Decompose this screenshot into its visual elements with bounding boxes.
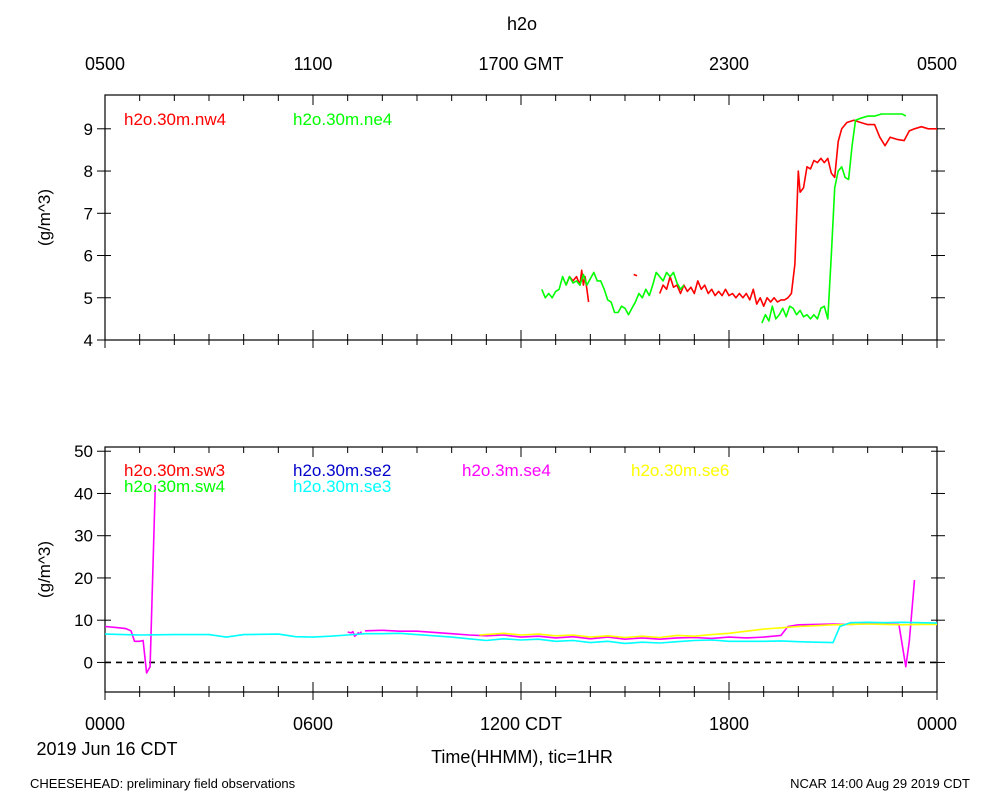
chart-title: h2o xyxy=(507,14,537,34)
legend-entry: h2o.30m.se3 xyxy=(293,477,391,496)
series-line-h2o-30m-nw4 xyxy=(658,119,937,307)
legend-entry: h2o.30m.ne4 xyxy=(293,110,392,129)
y-tick-label: 10 xyxy=(74,611,93,630)
y-tick-label: 20 xyxy=(74,569,93,588)
y-tick-label: 30 xyxy=(74,527,93,546)
plot-frame xyxy=(104,446,938,693)
bottom-x-tick-label: 1200 CDT xyxy=(480,714,562,734)
series-line-h2o-30m-nw4 xyxy=(565,269,590,303)
top-x-tick-label: 1700 GMT xyxy=(478,54,563,74)
legend-entry: h2o.30m.se2 xyxy=(293,461,391,480)
legend-entry: h2o.30m.se6 xyxy=(631,461,729,480)
top-x-tick-label: 0500 xyxy=(85,54,125,74)
y-tick-label: 9 xyxy=(84,120,93,139)
panel-top: 4 5 6 7 8 9 (g/m^3) 0500 1100 1700 GMT 2300 0500 h2o… xyxy=(35,54,957,350)
footer-left: CHEESEHEAD: preliminary field observatio… xyxy=(30,776,296,791)
series-line-h2o-30m-nw4 xyxy=(633,273,638,277)
series-line-h2o-30m-ne4 xyxy=(761,113,907,324)
y-tick-label: 4 xyxy=(84,331,93,350)
y-tick-label: 50 xyxy=(74,442,93,461)
plot-frame xyxy=(104,94,938,341)
x-axis-label: Time(HHMM), tic=1HR xyxy=(431,747,613,767)
legend-entry: h2o.30m.sw3 xyxy=(124,461,225,480)
top-x-tick-label: 0500 xyxy=(917,54,957,74)
series-line-h2o-30m-se3 xyxy=(105,621,937,645)
series-line-h2o-30m-ne4 xyxy=(541,271,685,316)
top-x-tick-label: 1100 xyxy=(294,54,333,74)
bottom-x-tick-label: 0000 xyxy=(917,714,957,734)
top-x-tick-label: 2300 xyxy=(709,54,749,74)
y-axis-label: (g/m^3) xyxy=(35,541,54,598)
panel-bottom: 0 10 20 30 40 50 (g/m^3) 0000 0600 1200 CDT 1800 00… xyxy=(35,442,957,734)
legend-entry: h2o.30m.sw4 xyxy=(124,477,225,496)
y-tick-label: 40 xyxy=(74,484,93,503)
date-label: 2019 Jun 16 CDT xyxy=(36,739,177,759)
bottom-x-tick-label: 1800 xyxy=(709,714,749,734)
y-axis-label: (g/m^3) xyxy=(35,189,54,246)
y-tick-label: 5 xyxy=(84,289,93,308)
y-tick-label: 7 xyxy=(84,204,93,223)
series-line-h2o-3m-se4 xyxy=(105,484,157,674)
y-tick-label: 0 xyxy=(84,653,93,672)
series-line-h2o-3m-se4 xyxy=(364,580,916,668)
legend-entry: h2o.3m.se4 xyxy=(462,461,551,480)
y-tick-label: 8 xyxy=(84,162,93,181)
bottom-x-tick-label: 0600 xyxy=(293,714,333,734)
series-line-h2o-30m-se6 xyxy=(479,623,937,639)
legend-entry: h2o.30m.nw4 xyxy=(124,110,226,129)
y-tick-label: 6 xyxy=(84,247,93,266)
bottom-x-tick-label: 0000 xyxy=(85,714,125,734)
footer-right: NCAR 14:00 Aug 29 2019 CDT xyxy=(790,776,970,791)
